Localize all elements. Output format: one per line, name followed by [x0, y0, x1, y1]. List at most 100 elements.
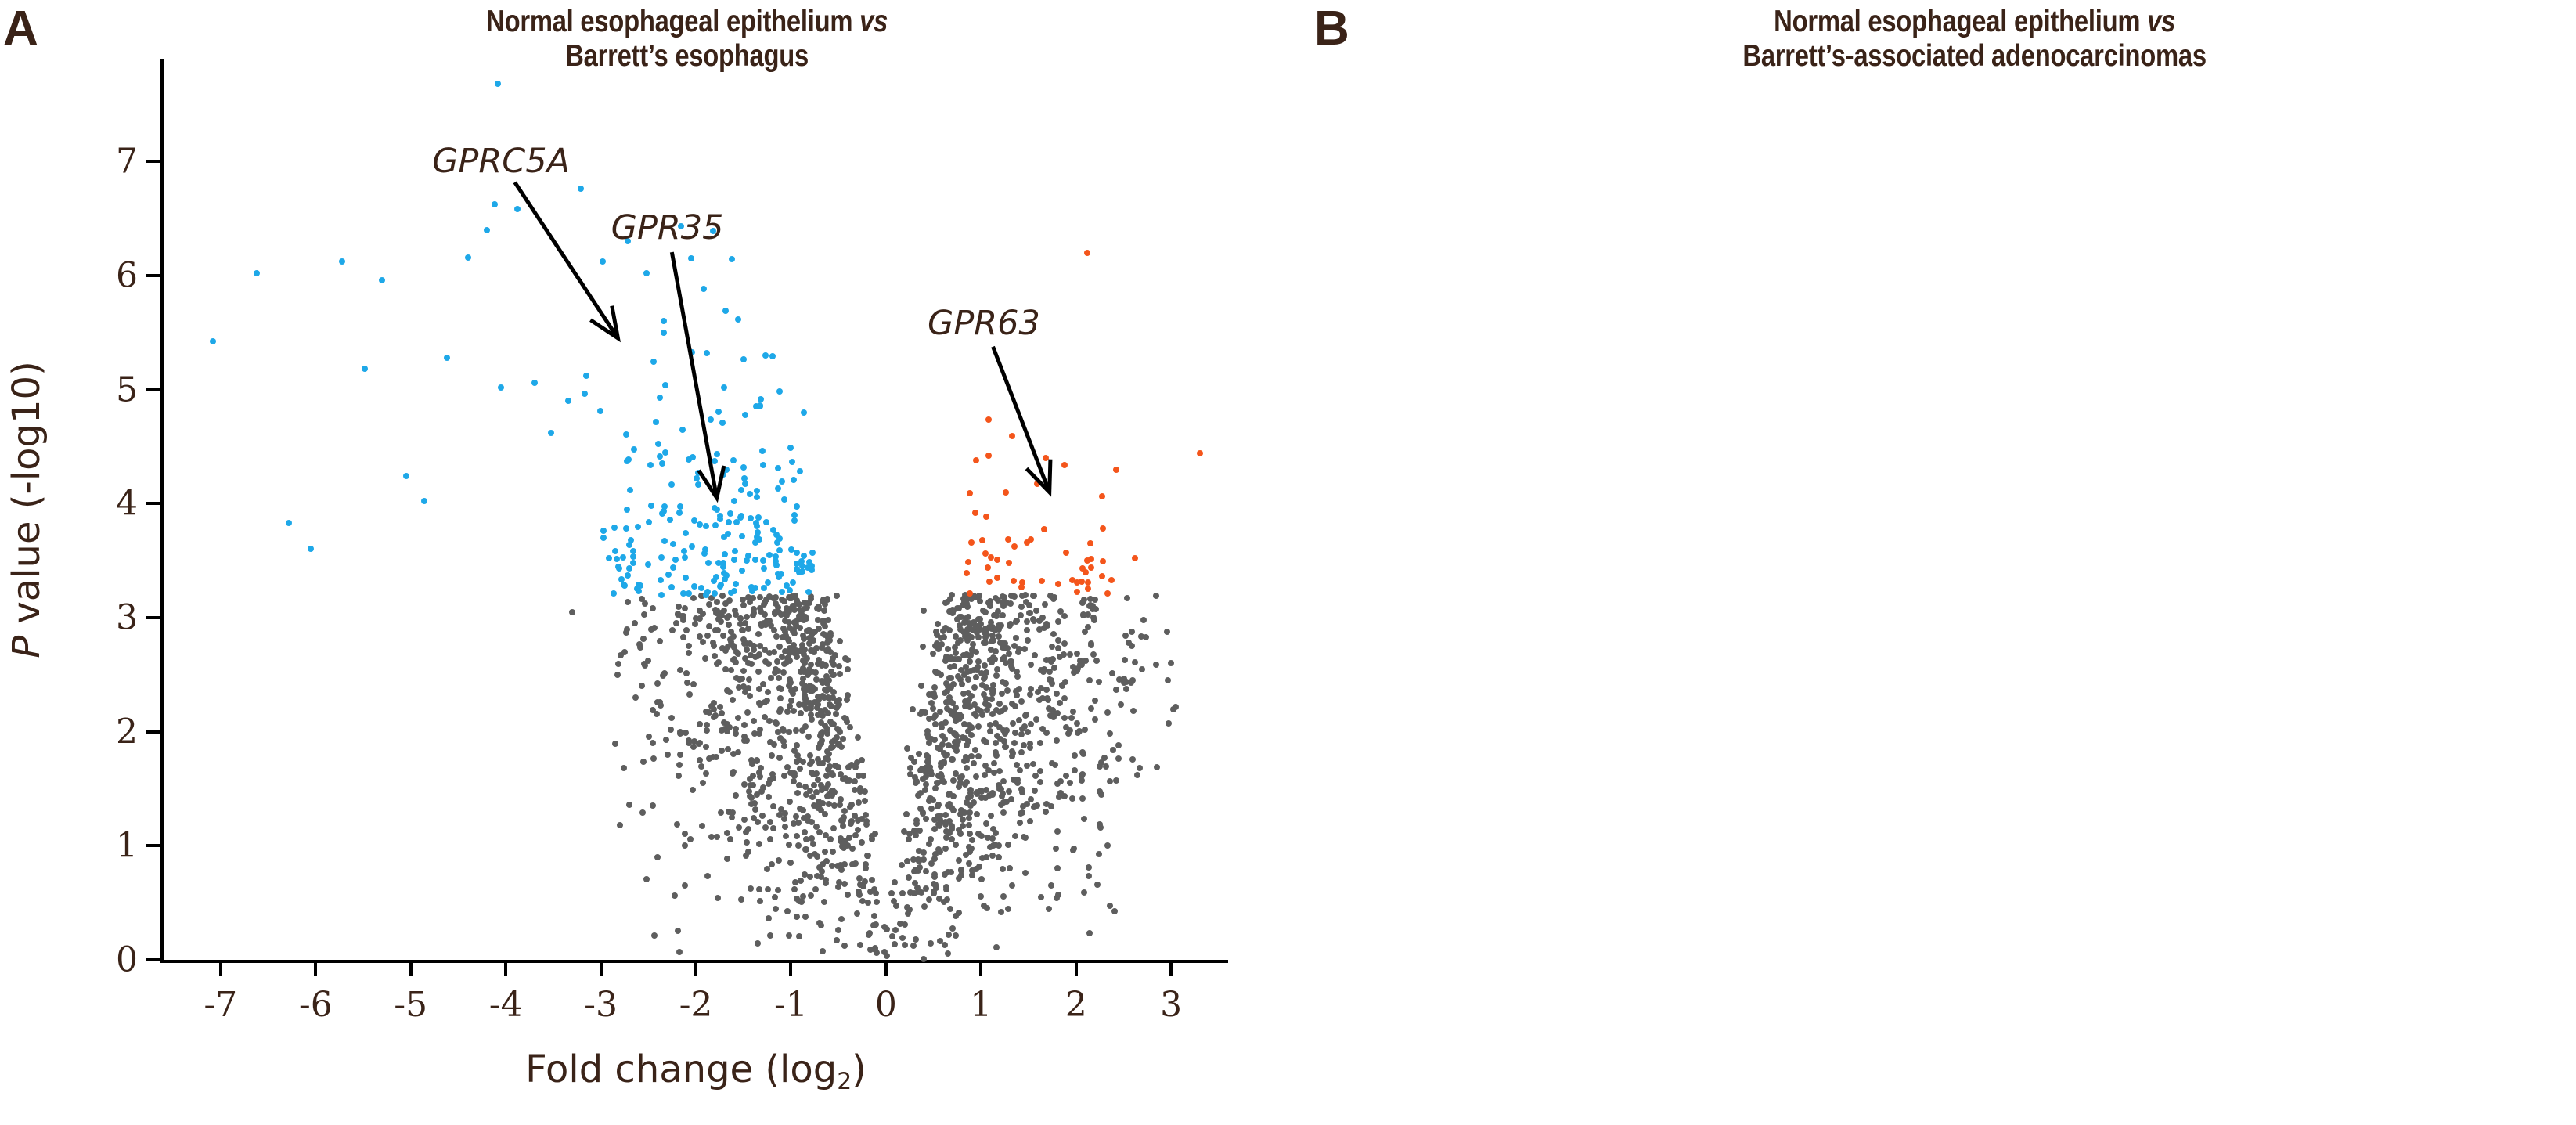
scatter-point: [962, 851, 969, 858]
scatter-point: [994, 597, 1001, 604]
scatter-point: [802, 846, 809, 853]
scatter-point: [951, 711, 958, 718]
scatter-point: [765, 886, 772, 893]
scatter-point: [1061, 612, 1068, 619]
x-tick-mark: [409, 960, 413, 976]
scatter-point: [1091, 698, 1098, 705]
scatter-point: [1050, 631, 1057, 638]
scatter-point: [612, 741, 619, 748]
scatter-point: [791, 878, 798, 885]
scatter-point: [1008, 882, 1015, 889]
scatter-point: [856, 799, 863, 806]
scatter-point: [717, 809, 724, 816]
scatter-point: [916, 858, 923, 865]
scatter-point: [1121, 657, 1128, 664]
scatter-point: [871, 885, 878, 892]
scatter-point: [646, 733, 653, 740]
scatter-point: [779, 634, 786, 641]
scatter-point: [1054, 781, 1061, 788]
scatter-point: [975, 616, 982, 623]
scatter-point: [948, 804, 955, 811]
scatter-point: [967, 703, 974, 710]
scatter-point: [818, 781, 825, 788]
scatter-point: [673, 619, 680, 626]
scatter-point: [750, 612, 757, 619]
scatter-point: [1018, 604, 1025, 611]
scatter-point: [995, 782, 1002, 789]
scatter-point: [766, 593, 773, 600]
scatter-point: [794, 752, 801, 759]
scatter-point: [797, 607, 804, 614]
scatter-point: [776, 684, 783, 691]
scatter-point: [960, 690, 967, 697]
x-tick-label: -7: [204, 985, 238, 1025]
scatter-point: [955, 738, 962, 745]
scatter-point: [935, 802, 942, 809]
scatter-point: [914, 885, 921, 892]
scatter-point: [957, 811, 964, 818]
scatter-point: [674, 611, 681, 618]
scatter-point: [905, 910, 912, 918]
scatter-point: [621, 648, 629, 655]
scatter-point: [926, 715, 933, 722]
scatter-point: [773, 658, 780, 665]
scatter-point: [803, 791, 810, 799]
scatter-point: [703, 770, 710, 777]
scatter-point: [919, 776, 926, 783]
scatter-point: [718, 710, 725, 717]
scatter-point: [734, 650, 741, 657]
scatter-point: [1082, 657, 1089, 664]
scatter-point: [784, 708, 791, 715]
scatter-point: [936, 708, 943, 715]
scatter-point: [1043, 808, 1050, 815]
scatter-point: [740, 721, 748, 728]
scatter-point: [740, 817, 748, 824]
scatter-point: [1061, 694, 1068, 701]
panel-a-plot-area: 0 1 2 3 4 5 6 7 -7 -6 -5 -4 -3 -2 -1 0 1 2 3 GPRC5A GPR35 GP…: [5, 59, 1228, 1095]
scatter-point: [1061, 715, 1068, 722]
scatter-point: [776, 643, 784, 650]
scatter-point: [747, 885, 754, 892]
scatter-point: [957, 613, 964, 620]
scatter-point: [906, 889, 913, 896]
scatter-point: [1045, 705, 1052, 712]
y-tick-mark: [146, 730, 160, 734]
scatter-point: [970, 641, 977, 648]
scatter-point: [748, 756, 755, 763]
scatter-point: [989, 711, 996, 718]
scatter-point: [796, 624, 803, 631]
scatter-point: [957, 626, 964, 633]
scatter-point: [770, 802, 777, 809]
x-tick-mark: [1169, 960, 1173, 976]
scatter-point: [934, 632, 941, 639]
scatter-point: [739, 676, 746, 683]
scatter-point: [741, 781, 748, 788]
panel-a-x-axis-title: Fold change (log2): [525, 1047, 866, 1095]
scatter-point: [786, 728, 793, 735]
scatter-point: [946, 800, 953, 807]
scatter-point: [1024, 618, 1031, 625]
scatter-point: [721, 607, 728, 614]
scatter-point: [777, 706, 784, 712]
scatter-point: [816, 919, 823, 926]
scatter-point: [839, 822, 846, 829]
scatter-point: [823, 858, 830, 865]
scatter-point: [920, 643, 926, 650]
scatter-point: [725, 622, 732, 629]
scatter-point: [968, 723, 975, 730]
scatter-point: [847, 820, 854, 828]
scatter-point: [953, 650, 960, 657]
scatter-point: [966, 860, 973, 867]
scatter-point: [754, 791, 761, 798]
scatter-point: [1055, 794, 1062, 801]
scatter-point: [953, 841, 959, 848]
scatter-point: [977, 892, 984, 900]
scatter-point: [810, 840, 817, 847]
scatter-point: [650, 802, 657, 809]
scatter-point: [626, 801, 633, 808]
scatter-point: [1018, 748, 1025, 755]
scatter-point: [815, 756, 822, 763]
scatter-point: [762, 611, 769, 618]
scatter-point: [748, 652, 755, 659]
scatter-point: [1026, 817, 1033, 824]
